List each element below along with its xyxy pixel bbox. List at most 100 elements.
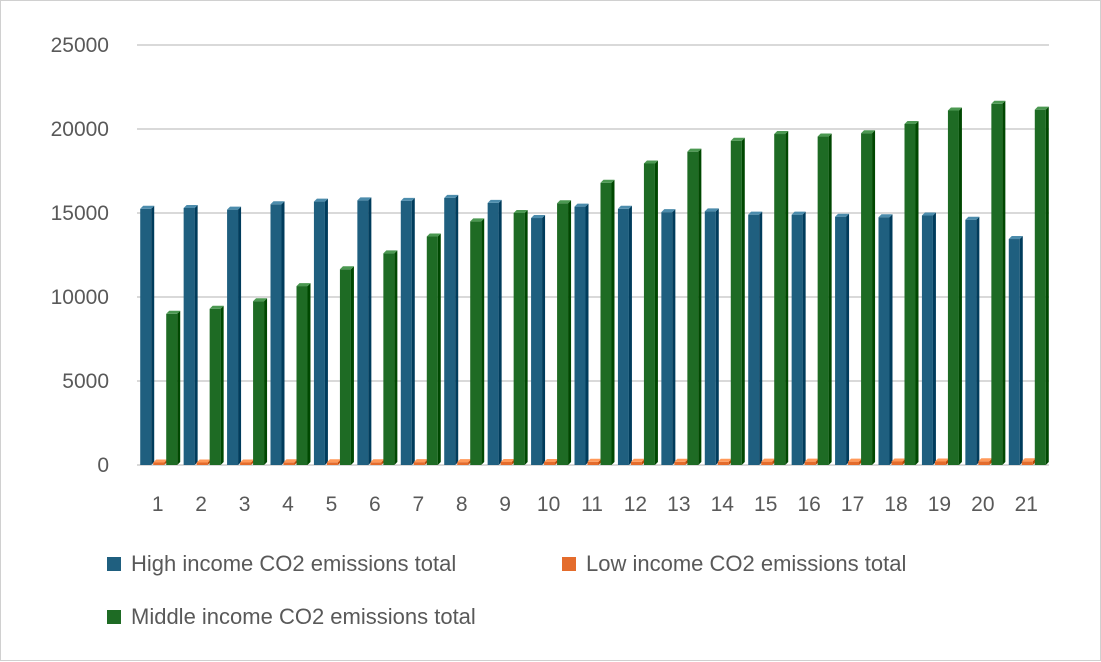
x-tick-label: 1	[152, 493, 164, 516]
bar-top	[617, 205, 632, 209]
bar-side	[568, 200, 572, 466]
bar-front	[921, 215, 933, 465]
x-tick-label: 9	[499, 493, 511, 516]
bar-high-income-14	[704, 208, 719, 465]
bar-front	[600, 182, 612, 465]
bar-front	[891, 461, 903, 465]
bar-top	[140, 205, 155, 209]
bar-top	[965, 216, 980, 220]
x-tick-label: 12	[624, 493, 647, 516]
bar-side	[802, 211, 806, 465]
bar-top	[339, 266, 354, 270]
bar-front	[283, 462, 295, 465]
y-axis-tick-labels: 0 5000 10000 15000 20000 25000	[51, 34, 109, 477]
bar-front	[513, 213, 525, 465]
bar-middle-income-15	[774, 131, 789, 466]
bar-side	[220, 305, 224, 465]
bar-side	[194, 204, 198, 465]
bar-middle-income-14	[730, 137, 745, 465]
bar-top	[240, 459, 255, 463]
bar-middle-income-8	[470, 218, 485, 465]
bar-front	[326, 462, 338, 465]
bar-side	[785, 131, 789, 466]
bar-front	[835, 216, 847, 465]
bar-middle-income-6	[383, 250, 398, 465]
bar-top	[761, 458, 776, 462]
bar-side	[715, 208, 719, 465]
bar-middle-income-18	[904, 120, 919, 466]
bar-front	[457, 462, 469, 465]
bar-low-income-11	[587, 458, 602, 465]
bar-middle-income-16	[817, 133, 832, 465]
bar-high-income-18	[878, 214, 893, 465]
bar-top	[196, 459, 211, 463]
bar-top	[326, 459, 341, 463]
bar-side	[932, 212, 936, 465]
bar-top	[934, 458, 949, 462]
bar-front	[730, 140, 742, 465]
bar-side	[1045, 106, 1049, 466]
bar-front	[861, 133, 873, 465]
bar-middle-income-4	[296, 283, 311, 465]
bar-high-income-7	[400, 197, 415, 466]
bar-side	[177, 310, 181, 465]
bar-top	[600, 179, 615, 183]
bar-side	[238, 206, 242, 465]
x-tick-label: 10	[537, 493, 560, 516]
bar-high-income-13	[661, 209, 676, 465]
bar-top	[166, 310, 181, 314]
bar-top	[878, 214, 893, 218]
bar-front	[140, 208, 152, 466]
bar-front	[209, 308, 221, 465]
bar-front	[253, 301, 265, 465]
bar-low-income-14	[717, 458, 732, 465]
bar-high-income-8	[444, 194, 459, 465]
bar-side	[455, 194, 459, 465]
bar-top	[947, 107, 962, 111]
bar-top	[774, 131, 789, 135]
bar-front	[848, 461, 860, 465]
bar-middle-income-20	[991, 100, 1006, 466]
bar-top	[270, 201, 285, 205]
bar-high-income-1	[140, 205, 155, 466]
bar-front	[704, 211, 716, 465]
bar-front	[270, 204, 282, 465]
bar-top	[283, 459, 298, 463]
bar-front	[557, 203, 569, 466]
bar-front	[383, 253, 395, 465]
bar-side	[628, 205, 632, 466]
bar-front	[978, 461, 990, 465]
bar-front	[947, 110, 959, 466]
bar-high-income-4	[270, 201, 285, 465]
bar-high-income-16	[791, 211, 806, 465]
bar-side	[672, 209, 676, 465]
y-tick-label: 5000	[62, 370, 109, 393]
y-tick-label: 15000	[51, 202, 109, 225]
bar-side	[611, 179, 615, 465]
bar-low-income-16	[804, 458, 819, 465]
bar-front	[426, 236, 438, 465]
bar-side	[437, 233, 441, 465]
bar-middle-income-9	[513, 210, 528, 465]
bar-front	[153, 462, 165, 465]
bar-low-income-13	[674, 458, 689, 465]
bar-top	[153, 459, 168, 463]
bar-side	[1002, 100, 1006, 466]
x-tick-label: 19	[928, 493, 951, 516]
bar-top	[413, 459, 428, 463]
x-tick-label: 4	[282, 493, 294, 516]
bar-low-income-10	[544, 458, 559, 465]
bar-side	[654, 160, 658, 465]
bar-high-income-19	[921, 212, 936, 465]
x-tick-label: 14	[711, 493, 735, 516]
bars	[140, 100, 1049, 466]
bar-middle-income-21	[1034, 106, 1049, 466]
bar-middle-income-2	[209, 305, 224, 465]
bar-front	[296, 286, 308, 465]
bar-middle-income-13	[687, 148, 702, 465]
y-tick-label: 25000	[51, 34, 109, 57]
bar-high-income-17	[835, 213, 850, 465]
bar-top	[444, 194, 459, 198]
bar-middle-income-11	[600, 179, 615, 465]
x-tick-label: 2	[195, 493, 207, 516]
